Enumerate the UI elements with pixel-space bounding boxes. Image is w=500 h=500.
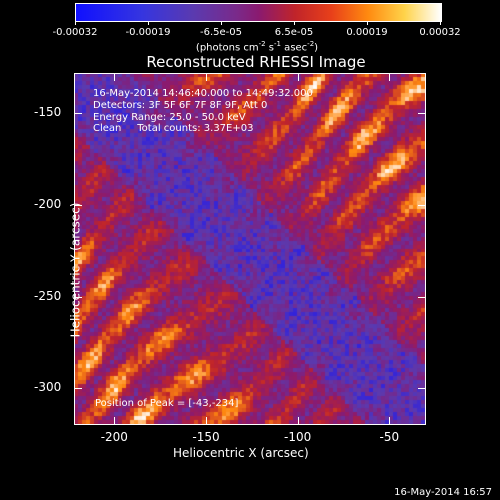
colorbar-tick-label: -0.00032 <box>52 27 98 38</box>
x-tick-mark <box>114 73 116 81</box>
y-tick-mark <box>74 205 82 206</box>
colorbar-tick-label: 0.00019 <box>346 27 388 38</box>
info-time-range: 16-May-2014 14:46:40.000 to 14:49:32.000 <box>93 88 313 99</box>
colorbar-tick-mark <box>75 21 76 25</box>
x-tick-label: -100 <box>284 430 312 444</box>
y-tick-label: -200 <box>34 197 62 211</box>
peak-position: Position of Peak = [-43,-234] <box>95 398 239 409</box>
info-detectors: Detectors: 3F 5F 6F 7F 8F 9F, Att 0 <box>93 100 268 111</box>
y-axis-title: Heliocentric Y (arcsec) <box>68 202 83 338</box>
y-tick-label: -300 <box>34 380 62 395</box>
colorbar-tick-label: 6.5e-05 <box>274 27 314 38</box>
x-tick-mark <box>114 417 116 425</box>
y-tick-label: -150 <box>34 105 62 120</box>
x-tick-label: -50 <box>379 430 400 444</box>
y-tick-mark <box>74 296 82 298</box>
y-tick-mark <box>418 205 426 206</box>
y-tick-mark <box>418 296 426 298</box>
x-tick-label: -150 <box>192 430 220 444</box>
y-tick-mark <box>74 388 82 390</box>
timestamp: 16-May-2014 16:57 <box>394 487 492 498</box>
x-tick-mark <box>297 417 299 425</box>
heatmap-image <box>75 74 425 424</box>
info-counts: Clean Total counts: 3.37E+03 <box>93 123 254 134</box>
chart-title: Reconstructed RHESSI Image <box>146 53 366 71</box>
colorbar-units: (photons cm-2 s-1 asec-2) <box>195 40 319 54</box>
x-tick-mark <box>297 73 299 81</box>
x-tick-mark <box>389 417 391 425</box>
colorbar-tick-mark <box>440 21 441 25</box>
plot-area: 16-May-2014 14:46:40.000 to 14:49:32.000… <box>74 73 426 425</box>
colorbar-tick-label: 0.00032 <box>419 27 461 38</box>
y-tick-mark <box>418 388 426 390</box>
y-tick-mark <box>418 113 426 115</box>
y-tick-label: -250 <box>34 288 62 303</box>
info-energy-range: Energy Range: 25.0 - 50.0 keV <box>93 112 246 123</box>
x-tick-label: -200 <box>100 430 128 444</box>
x-axis-title: Heliocentric X (arcsec) <box>173 446 309 460</box>
x-tick-mark <box>206 73 207 81</box>
x-tick-mark <box>389 73 391 81</box>
y-tick-mark <box>74 113 82 115</box>
colorbar-tick-label: -0.00019 <box>125 27 171 38</box>
colorbar-tick-mark <box>294 21 295 25</box>
colorbar-tick-mark <box>367 21 368 25</box>
colorbar-tick-mark <box>221 21 222 25</box>
colorbar <box>75 3 442 22</box>
colorbar-tick-mark <box>148 21 149 25</box>
colorbar-tick-label: -6.5e-05 <box>200 27 242 38</box>
x-tick-mark <box>206 417 207 425</box>
